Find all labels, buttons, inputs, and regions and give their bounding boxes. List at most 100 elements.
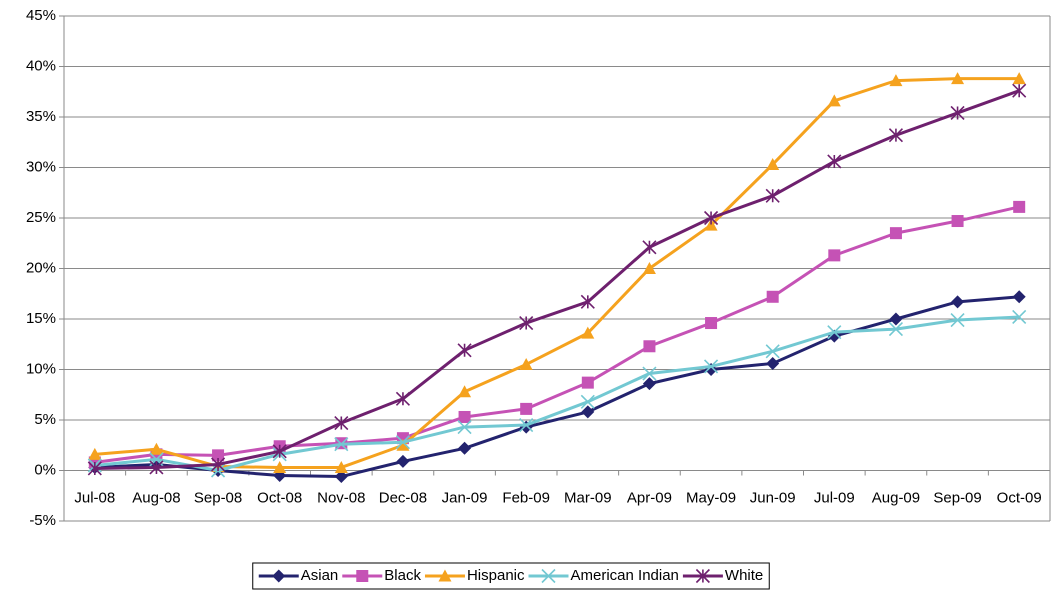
marker — [705, 317, 718, 330]
x-tick-label: Oct-08 — [257, 489, 302, 506]
marker — [210, 457, 226, 472]
marker — [520, 402, 533, 415]
marker — [703, 359, 719, 374]
marker — [580, 294, 595, 309]
marker — [581, 326, 595, 339]
legend-item: Black — [342, 567, 421, 584]
x-tick-label: Aug-08 — [132, 489, 180, 506]
y-tick-label: 10% — [26, 360, 56, 377]
marker — [889, 312, 903, 326]
marker — [581, 405, 595, 419]
marker — [951, 215, 964, 228]
marker — [951, 295, 965, 309]
series-line — [94, 315, 1020, 472]
marker — [1013, 200, 1026, 213]
x-tick-label: Aug-09 — [872, 489, 920, 506]
x-tick-label: Oct-09 — [997, 489, 1042, 506]
x-tick-label: May-09 — [686, 489, 736, 506]
x-tick-label: Sep-08 — [194, 489, 242, 506]
legend: Asian Black Hispanic American Indian White — [252, 562, 770, 590]
marker — [888, 128, 904, 143]
y-tick-label: 45% — [26, 7, 56, 24]
legend-label: White — [725, 567, 763, 584]
y-tick-label: 25% — [26, 209, 56, 226]
x-tick-label: Jan-09 — [442, 489, 488, 506]
marker — [889, 74, 903, 87]
y-tick-label: 40% — [26, 57, 56, 74]
marker — [272, 569, 286, 583]
marker — [457, 420, 472, 435]
legend-item: White — [682, 567, 763, 584]
marker — [396, 438, 410, 451]
marker — [149, 460, 164, 475]
marker — [88, 447, 102, 460]
marker — [827, 154, 842, 169]
marker — [889, 227, 902, 240]
marker — [704, 218, 718, 231]
x-tick-label: Jun-09 — [750, 489, 796, 506]
marker — [1012, 290, 1026, 304]
legend-item: American Indian — [528, 567, 679, 584]
x-tick-label: Sep-09 — [933, 489, 981, 506]
legend-label: American Indian — [571, 567, 679, 584]
marker — [541, 568, 556, 584]
marker — [766, 157, 780, 170]
marker — [580, 394, 595, 409]
marker — [334, 415, 349, 431]
marker — [87, 461, 102, 476]
legend-label: Hispanic — [467, 567, 525, 584]
marker — [828, 249, 841, 262]
marker — [581, 376, 594, 389]
y-tick-label: -5% — [29, 512, 56, 529]
marker — [765, 188, 780, 203]
x-tick-label: Feb-09 — [502, 489, 550, 506]
marker — [766, 290, 779, 303]
marker — [334, 470, 348, 484]
marker — [642, 377, 656, 391]
marker — [888, 322, 904, 337]
x-tick-label: Mar-09 — [564, 489, 612, 506]
y-tick-label: 30% — [26, 158, 56, 175]
marker — [827, 325, 842, 340]
marker — [356, 570, 369, 582]
marker — [642, 366, 657, 381]
y-tick-label: 35% — [26, 108, 56, 125]
marker — [642, 240, 657, 255]
marker — [765, 344, 780, 359]
marker — [458, 441, 472, 455]
marker — [1012, 72, 1026, 85]
marker — [272, 444, 287, 459]
marker — [950, 312, 965, 328]
legend-item: Hispanic — [424, 567, 525, 584]
marker — [766, 356, 780, 370]
y-tick-label: 5% — [34, 411, 56, 428]
marker — [395, 391, 411, 406]
marker — [519, 417, 534, 433]
marker — [951, 72, 965, 85]
marker — [334, 437, 349, 452]
marker — [149, 442, 163, 455]
marker — [695, 568, 710, 584]
x-tick-label: Dec-08 — [379, 489, 427, 506]
marker — [827, 94, 841, 107]
marker — [1012, 309, 1027, 325]
series-line — [94, 205, 1020, 464]
marker — [396, 454, 410, 468]
legend-label: Black — [384, 567, 421, 584]
marker — [457, 343, 472, 358]
marker — [1012, 83, 1027, 98]
marker — [334, 460, 348, 473]
marker — [273, 460, 287, 473]
y-tick-label: 20% — [26, 259, 56, 276]
series-line — [94, 77, 1020, 469]
legend-label: Asian — [301, 567, 339, 584]
marker — [438, 569, 452, 582]
series-line — [94, 295, 1020, 479]
x-tick-label: Jul-09 — [814, 489, 855, 506]
marker — [519, 315, 534, 331]
marker — [458, 385, 472, 398]
marker — [642, 262, 656, 274]
y-tick-label: 0% — [34, 461, 56, 478]
legend-item: Asian — [258, 567, 339, 584]
